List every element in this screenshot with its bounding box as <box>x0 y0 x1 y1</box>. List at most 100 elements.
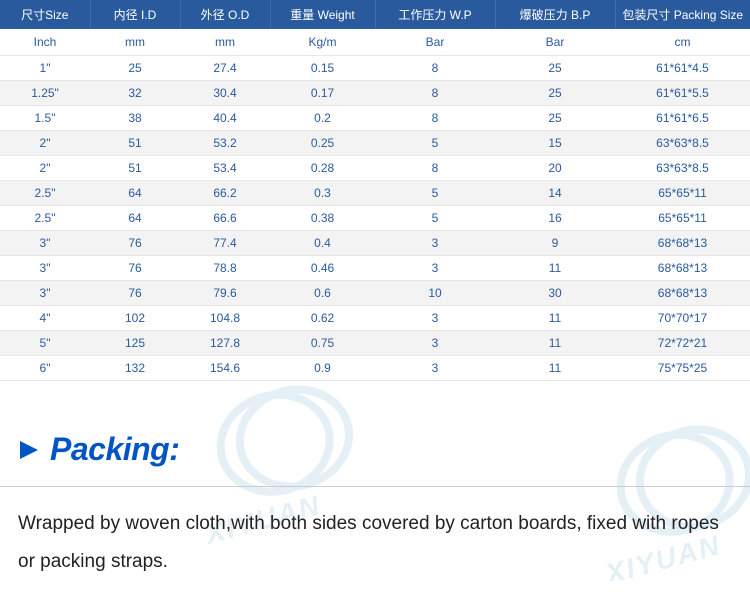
data-cell: 66.6 <box>180 206 270 231</box>
data-cell: 3" <box>0 256 90 281</box>
data-cell: 0.38 <box>270 206 375 231</box>
data-cell: 65*65*11 <box>615 181 750 206</box>
data-cell: 132 <box>90 356 180 381</box>
data-cell: 8 <box>375 81 495 106</box>
data-cell: 11 <box>495 356 615 381</box>
table-row: 2.5"6466.20.351465*65*11 <box>0 181 750 206</box>
data-cell: 102 <box>90 306 180 331</box>
data-cell: 65*65*11 <box>615 206 750 231</box>
data-cell: 0.4 <box>270 231 375 256</box>
data-cell: 2" <box>0 156 90 181</box>
data-cell: 2.5" <box>0 206 90 231</box>
data-cell: 61*61*4.5 <box>615 56 750 81</box>
data-cell: 0.25 <box>270 131 375 156</box>
data-cell: 61*61*6.5 <box>615 106 750 131</box>
data-cell: 53.2 <box>180 131 270 156</box>
data-cell: 11 <box>495 256 615 281</box>
data-cell: 16 <box>495 206 615 231</box>
data-cell: 0.62 <box>270 306 375 331</box>
data-cell: 68*68*13 <box>615 231 750 256</box>
triangle-icon <box>18 439 40 461</box>
col-header: 爆破压力 B.P <box>495 0 615 29</box>
data-cell: 0.75 <box>270 331 375 356</box>
data-cell: 63*63*8.5 <box>615 156 750 181</box>
divider <box>0 486 750 487</box>
data-cell: 127.8 <box>180 331 270 356</box>
data-cell: 3 <box>375 231 495 256</box>
table-row: 1"2527.40.1582561*61*4.5 <box>0 56 750 81</box>
data-cell: 30.4 <box>180 81 270 106</box>
data-cell: 11 <box>495 331 615 356</box>
data-cell: 8 <box>375 106 495 131</box>
table-row: 5"125127.80.7531172*72*21 <box>0 331 750 356</box>
unit-cell: cm <box>615 29 750 56</box>
data-cell: 0.6 <box>270 281 375 306</box>
data-cell: 25 <box>90 56 180 81</box>
unit-cell: mm <box>90 29 180 56</box>
data-cell: 3 <box>375 256 495 281</box>
spec-table: 尺寸Size内径 I.D外径 O.D重量 Weight工作压力 W.P爆破压力 … <box>0 0 750 381</box>
data-cell: 104.8 <box>180 306 270 331</box>
data-cell: 0.9 <box>270 356 375 381</box>
data-cell: 53.4 <box>180 156 270 181</box>
data-cell: 6" <box>0 356 90 381</box>
data-cell: 2.5" <box>0 181 90 206</box>
table-row: 3"7677.40.43968*68*13 <box>0 231 750 256</box>
table-row: 1.25"3230.40.1782561*61*5.5 <box>0 81 750 106</box>
data-cell: 64 <box>90 206 180 231</box>
data-cell: 5 <box>375 131 495 156</box>
table-row: 2.5"6466.60.3851665*65*11 <box>0 206 750 231</box>
data-cell: 14 <box>495 181 615 206</box>
units-row: InchmmmmKg/mBarBarcm <box>0 29 750 56</box>
data-cell: 51 <box>90 156 180 181</box>
data-cell: 3 <box>375 331 495 356</box>
data-cell: 4" <box>0 306 90 331</box>
data-cell: 3" <box>0 281 90 306</box>
data-cell: 3" <box>0 231 90 256</box>
data-cell: 76 <box>90 231 180 256</box>
data-cell: 27.4 <box>180 56 270 81</box>
data-cell: 25 <box>495 81 615 106</box>
data-cell: 51 <box>90 131 180 156</box>
data-cell: 1" <box>0 56 90 81</box>
table-header-row: 尺寸Size内径 I.D外径 O.D重量 Weight工作压力 W.P爆破压力 … <box>0 0 750 29</box>
data-cell: 64 <box>90 181 180 206</box>
data-cell: 8 <box>375 156 495 181</box>
data-cell: 3 <box>375 306 495 331</box>
data-cell: 0.17 <box>270 81 375 106</box>
table-row: 4"102104.80.6231170*70*17 <box>0 306 750 331</box>
data-cell: 78.8 <box>180 256 270 281</box>
col-header: 尺寸Size <box>0 0 90 29</box>
data-cell: 25 <box>495 106 615 131</box>
data-cell: 66.2 <box>180 181 270 206</box>
data-cell: 32 <box>90 81 180 106</box>
data-cell: 2" <box>0 131 90 156</box>
data-cell: 15 <box>495 131 615 156</box>
unit-cell: Bar <box>375 29 495 56</box>
unit-cell: Kg/m <box>270 29 375 56</box>
data-cell: 154.6 <box>180 356 270 381</box>
table-row: 3"7679.60.6103068*68*13 <box>0 281 750 306</box>
data-cell: 63*63*8.5 <box>615 131 750 156</box>
data-cell: 0.3 <box>270 181 375 206</box>
data-cell: 0.15 <box>270 56 375 81</box>
data-cell: 11 <box>495 306 615 331</box>
data-cell: 125 <box>90 331 180 356</box>
data-cell: 30 <box>495 281 615 306</box>
data-cell: 76 <box>90 281 180 306</box>
data-cell: 77.4 <box>180 231 270 256</box>
data-cell: 38 <box>90 106 180 131</box>
table-row: 2"5153.20.2551563*63*8.5 <box>0 131 750 156</box>
data-cell: 9 <box>495 231 615 256</box>
data-cell: 40.4 <box>180 106 270 131</box>
data-cell: 79.6 <box>180 281 270 306</box>
col-header: 外径 O.D <box>180 0 270 29</box>
data-cell: 1.25" <box>0 81 90 106</box>
data-cell: 0.2 <box>270 106 375 131</box>
data-cell: 10 <box>375 281 495 306</box>
data-cell: 68*68*13 <box>615 256 750 281</box>
data-cell: 0.28 <box>270 156 375 181</box>
data-cell: 5 <box>375 181 495 206</box>
data-cell: 20 <box>495 156 615 181</box>
col-header: 包装尺寸 Packing Size <box>615 0 750 29</box>
